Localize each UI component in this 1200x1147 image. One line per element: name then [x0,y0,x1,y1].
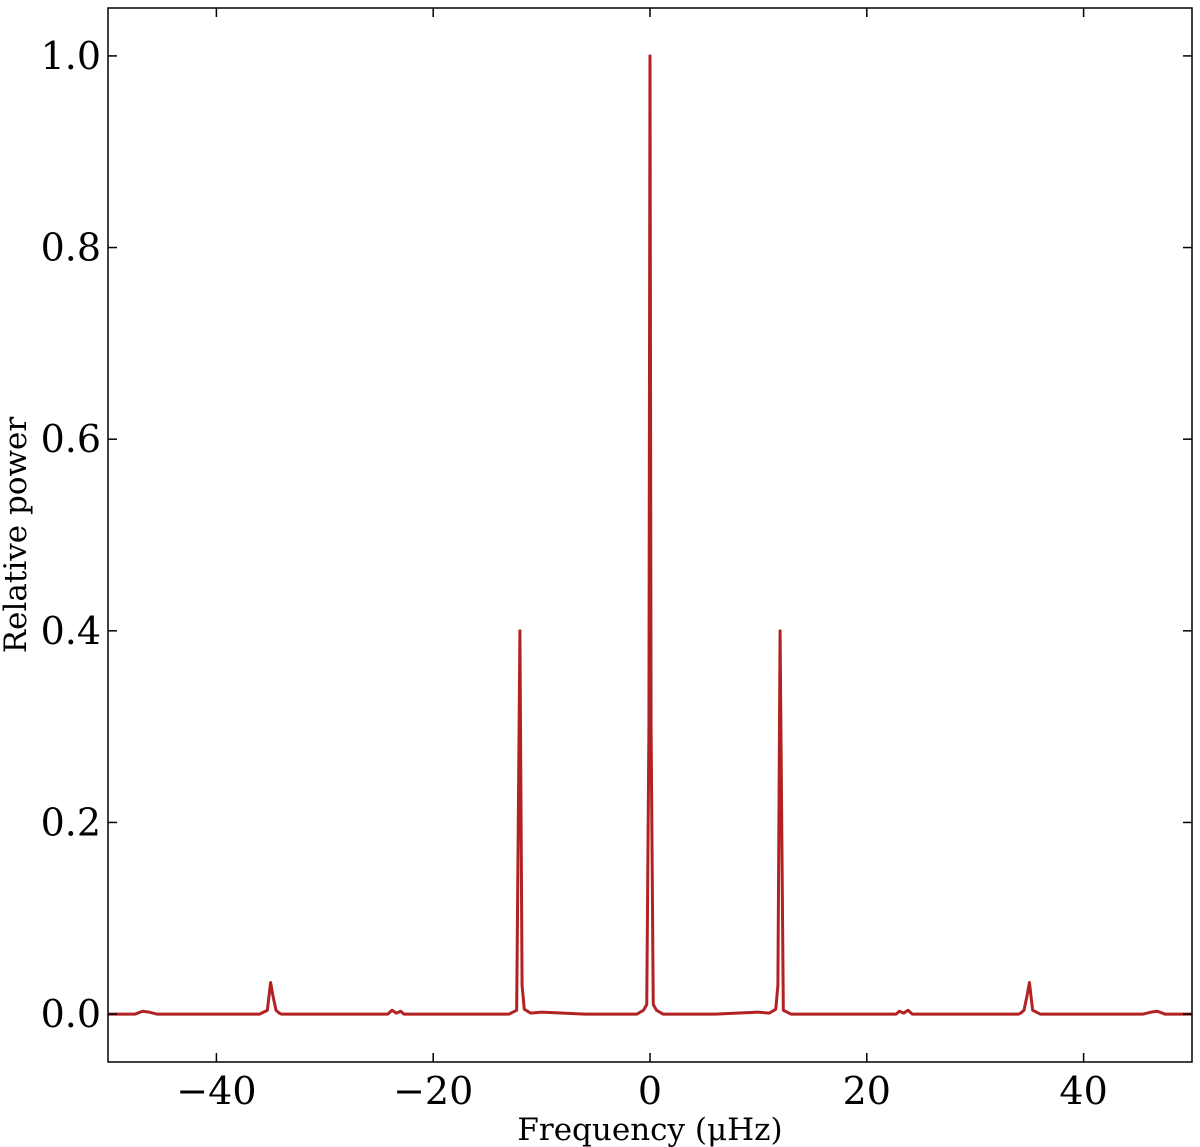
y-tick-label: 0.6 [41,417,101,461]
x-tick-label: 0 [638,1069,662,1113]
x-tick-label: 40 [1059,1069,1107,1113]
x-tick-label: 20 [843,1069,891,1113]
plot-frame [107,7,1193,1063]
y-tick-label: 0.0 [41,992,101,1036]
x-tick-label: −40 [176,1069,256,1113]
y-axis-label: Relative power [0,417,34,654]
y-tick-label: 1.0 [41,34,101,78]
x-tick-label: −20 [393,1069,473,1113]
y-tick-label: 0.2 [41,800,101,844]
series-line-1 [108,54,1192,1016]
y-tick-label: 0.4 [41,609,101,653]
y-tick-label: 0.8 [41,226,101,270]
x-axis-label: Frequency (μHz) [517,1112,782,1147]
axis-ticks: −40 −20 0 20 40 0.0 0.2 0.4 0.6 0.8 1.0 [41,8,1192,1113]
plot-area [108,54,1192,1016]
